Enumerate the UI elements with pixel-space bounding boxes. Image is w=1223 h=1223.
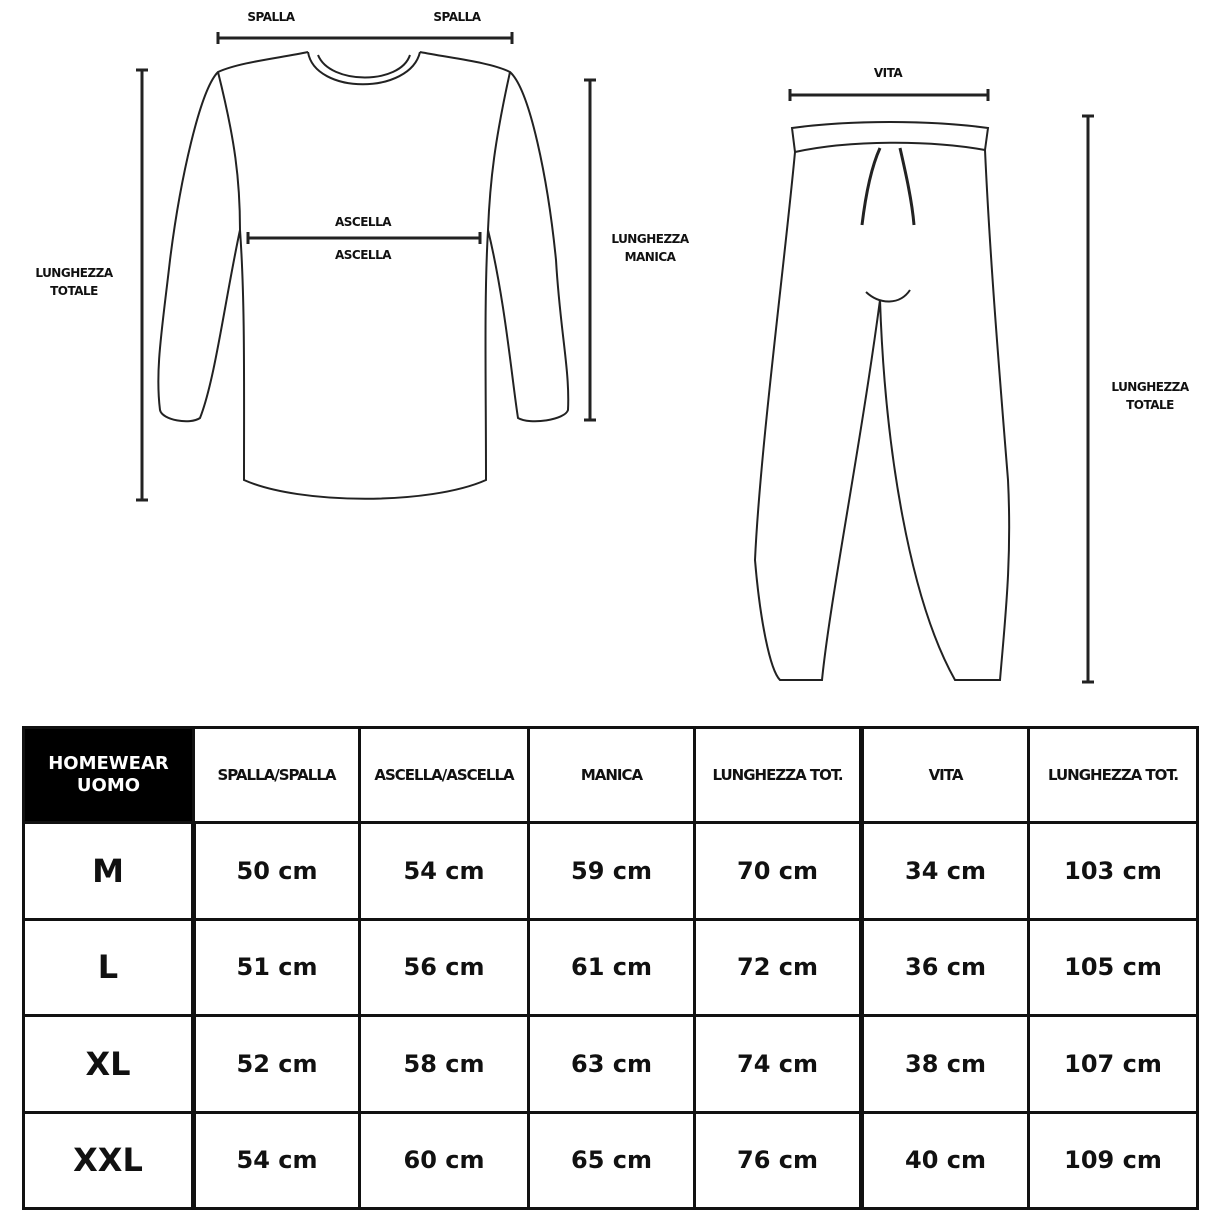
garment-diagrams (136, 32, 1094, 684)
value-cell: 65 cm (527, 1110, 696, 1210)
value-cell: 50 cm (192, 821, 361, 921)
value-cell: 58 cm (358, 1014, 530, 1114)
value-cell: 76 cm (693, 1110, 863, 1210)
value-cell: 54 cm (192, 1110, 361, 1210)
value-cell: 40 cm (859, 1110, 1030, 1210)
armpit-bottom-label: ASCELLA (334, 248, 392, 262)
value-cell: 60 cm (358, 1110, 530, 1210)
table-row: XXL 54 cm 60 cm 65 cm 76 cm 40 cm 109 cm (22, 1110, 1199, 1210)
size-cell: M (22, 821, 196, 921)
value-cell: 54 cm (358, 821, 530, 921)
value-cell: 34 cm (859, 821, 1030, 921)
pants-drawing (753, 121, 1011, 681)
column-header: LUNGHEZZA TOT. (1027, 726, 1199, 824)
measurement-lines (136, 32, 1094, 684)
size-cell: XL (22, 1014, 196, 1114)
total-length-top-label: LUNGHEZZA TOTALE (35, 266, 113, 298)
value-cell: 61 cm (527, 917, 696, 1017)
column-header: ASCELLA/ASCELLA (358, 726, 530, 824)
sleeve-length-label: LUNGHEZZA MANICA (611, 232, 689, 264)
value-cell: 52 cm (192, 1014, 361, 1114)
value-cell: 105 cm (1027, 917, 1199, 1017)
size-table: HOMEWEAR UOMO SPALLA/SPALLA ASCELLA/ASCE… (22, 726, 1199, 1210)
column-header: VITA (859, 726, 1030, 824)
size-cell: L (22, 917, 196, 1017)
value-cell: 63 cm (527, 1014, 696, 1114)
value-cell: 56 cm (358, 917, 530, 1017)
value-cell: 38 cm (859, 1014, 1030, 1114)
size-cell: XXL (22, 1110, 196, 1210)
value-cell: 103 cm (1027, 821, 1199, 921)
table-header-row: HOMEWEAR UOMO SPALLA/SPALLA ASCELLA/ASCE… (22, 726, 1199, 824)
table-corner: HOMEWEAR UOMO (22, 726, 195, 824)
sweater-drawing (157, 51, 570, 500)
column-header: LUNGHEZZA TOT. (693, 726, 863, 824)
value-cell: 36 cm (859, 917, 1030, 1017)
armpit-top-label: ASCELLA (334, 215, 392, 229)
column-header: SPALLA/SPALLA (192, 726, 361, 824)
value-cell: 107 cm (1027, 1014, 1199, 1114)
shoulder-right-label: SPALLA (433, 10, 481, 24)
value-cell: 51 cm (192, 917, 361, 1017)
value-cell: 59 cm (527, 821, 696, 921)
table-row: XL 52 cm 58 cm 63 cm 74 cm 38 cm 107 cm (22, 1014, 1199, 1114)
total-length-pants-label: LUNGHEZZA TOTALE (1111, 380, 1189, 412)
value-cell: 72 cm (693, 917, 863, 1017)
table-row: L 51 cm 56 cm 61 cm 72 cm 36 cm 105 cm (22, 917, 1199, 1017)
waist-label: VITA (873, 66, 903, 80)
value-cell: 109 cm (1027, 1110, 1199, 1210)
table-row: M 50 cm 54 cm 59 cm 70 cm 34 cm 103 cm (22, 821, 1199, 921)
shoulder-left-label: SPALLA (247, 10, 295, 24)
value-cell: 70 cm (693, 821, 863, 921)
column-header: MANICA (527, 726, 696, 824)
value-cell: 74 cm (693, 1014, 863, 1114)
